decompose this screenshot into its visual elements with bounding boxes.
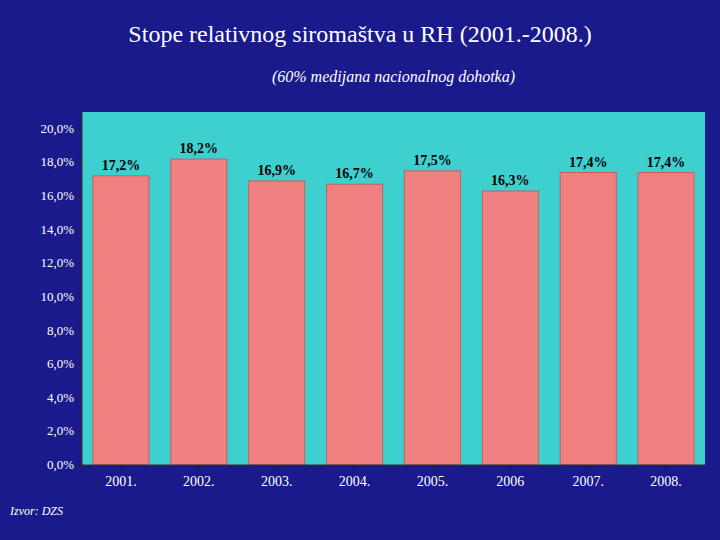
data-label: 16,9% xyxy=(257,163,296,178)
background xyxy=(0,0,720,540)
y-tick-label: 10,0% xyxy=(40,289,74,304)
x-tick xyxy=(354,465,355,470)
y-tick-label: 12,0% xyxy=(40,255,74,270)
x-tick xyxy=(510,465,511,470)
x-tick-label: 2001. xyxy=(105,474,137,489)
x-tick-label: 2006 xyxy=(496,474,524,489)
y-tick-label: 18,0% xyxy=(40,154,74,169)
bar xyxy=(560,173,616,465)
subtitle: (60% medijana nacionalnog dohotka) xyxy=(272,68,515,86)
x-tick-label: 2002. xyxy=(183,474,215,489)
x-tick xyxy=(588,465,589,470)
x-tick xyxy=(666,465,667,470)
data-label: 18,2% xyxy=(180,141,219,156)
y-tick xyxy=(77,196,82,197)
data-label: 17,2% xyxy=(102,158,141,173)
chart-container: Stope relativnog siromaštva u RH (2001.-… xyxy=(0,0,720,540)
bar xyxy=(171,159,227,465)
y-tick-label: 14,0% xyxy=(40,222,74,237)
bar xyxy=(327,184,383,465)
bar xyxy=(482,191,538,465)
data-labels: 17,2% 18,2% 16,9% 16,7% 17,5% 16,3% 17,4% 17,4% xyxy=(102,141,686,188)
y-tick-label: 4,0% xyxy=(47,390,74,405)
annotation: Izvor: DZS xyxy=(9,504,63,518)
y-tick xyxy=(77,128,82,129)
y-tick xyxy=(77,397,82,398)
y-tick xyxy=(77,296,82,297)
x-axis: 2001. 2002. 2003. 2004. 2005. 2006 2007. 2008. xyxy=(105,465,682,489)
data-label: 17,4% xyxy=(647,155,686,170)
x-tick xyxy=(120,465,121,470)
x-tick xyxy=(276,465,277,470)
data-label: 17,5% xyxy=(413,153,452,168)
bar xyxy=(249,181,305,465)
y-axis: 0,0% 2,0% 4,0% 6,0% 8,0% 10,0% 12,0% 14,0% 16,0%… xyxy=(40,121,82,472)
y-tick-label: 20,0% xyxy=(40,121,74,136)
x-tick-label: 2005. xyxy=(417,474,449,489)
x-tick-label: 2003. xyxy=(261,474,293,489)
y-tick-label: 0,0% xyxy=(47,457,74,472)
y-tick xyxy=(77,162,82,163)
x-tick-label: 2004. xyxy=(339,474,371,489)
x-tick-label: 2007. xyxy=(572,474,604,489)
x-tick-label: 2008. xyxy=(650,474,682,489)
y-tick xyxy=(77,431,82,432)
y-tick-label: 16,0% xyxy=(40,188,74,203)
bars xyxy=(93,159,694,465)
title: Stope relativnog siromaštva u RH (2001.-… xyxy=(128,21,591,47)
y-axis-line xyxy=(82,112,83,465)
plot-background xyxy=(82,112,705,465)
x-tick xyxy=(198,465,199,470)
x-tick xyxy=(432,465,433,470)
data-label: 17,4% xyxy=(569,155,608,170)
bar xyxy=(404,171,460,465)
y-tick-label: 2,0% xyxy=(47,423,74,438)
y-tick xyxy=(77,364,82,365)
y-tick-label: 8,0% xyxy=(47,323,74,338)
y-tick xyxy=(77,263,82,264)
chart: Stope relativnog siromaštva u RH (2001.-… xyxy=(0,0,720,540)
data-label: 16,7% xyxy=(335,166,374,181)
y-tick xyxy=(77,465,82,466)
bar xyxy=(638,173,694,465)
bar xyxy=(93,176,149,465)
y-tick xyxy=(77,229,82,230)
x-axis-line xyxy=(82,465,705,466)
y-tick xyxy=(77,330,82,331)
data-label: 16,3% xyxy=(491,173,530,188)
y-tick-label: 6,0% xyxy=(47,356,74,371)
